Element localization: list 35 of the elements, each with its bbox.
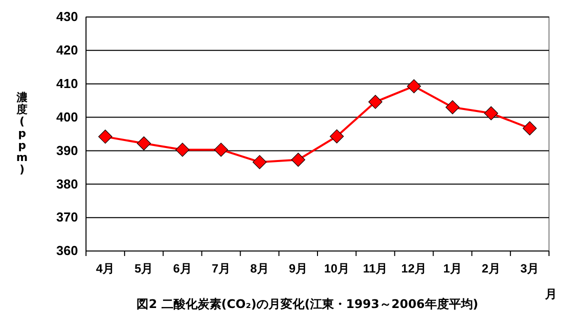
x-tick-label: 10月 [324,262,350,276]
point [291,152,306,167]
y-tick-label: 420 [56,42,78,58]
point [330,129,344,144]
point [368,94,382,109]
y-tick-label: 360 [56,243,78,258]
x-tick-label: 5月 [134,262,154,276]
point [214,142,228,157]
x-tick-label: 2月 [482,262,500,276]
y-tick-label: 380 [56,176,78,192]
y-axis-title: 濃度(ppm) [16,91,28,176]
y-tick-label: 430 [56,9,78,24]
x-axis-title: 月 [544,287,557,301]
point [406,79,421,94]
text: 図2 二酸化炭素(CO₂)の月変化(江東・1993～2006年度平均) [136,297,478,311]
y-tick-label: 370 [56,210,78,225]
x-tick-label: 9月 [288,262,308,276]
y-tick-label: 390 [56,142,78,158]
x-tick-label: 8月 [250,262,269,276]
point [98,130,112,144]
point [522,121,537,136]
point [136,136,151,150]
point [175,142,190,157]
x-tick-label: 3月 [520,262,540,276]
x-tick-label: 4月 [96,262,115,276]
x-tick-label: 6月 [173,262,192,276]
point [446,100,460,114]
y-tick-label: 400 [56,109,78,124]
x-tick-label: 1月 [443,262,462,276]
y-tick-label: 410 [56,76,78,92]
x-tick-label: 11月 [363,262,388,276]
x-tick-label: 12月 [401,262,427,276]
point [252,155,267,170]
x-tick-label: 7月 [212,262,230,276]
point [484,106,498,120]
